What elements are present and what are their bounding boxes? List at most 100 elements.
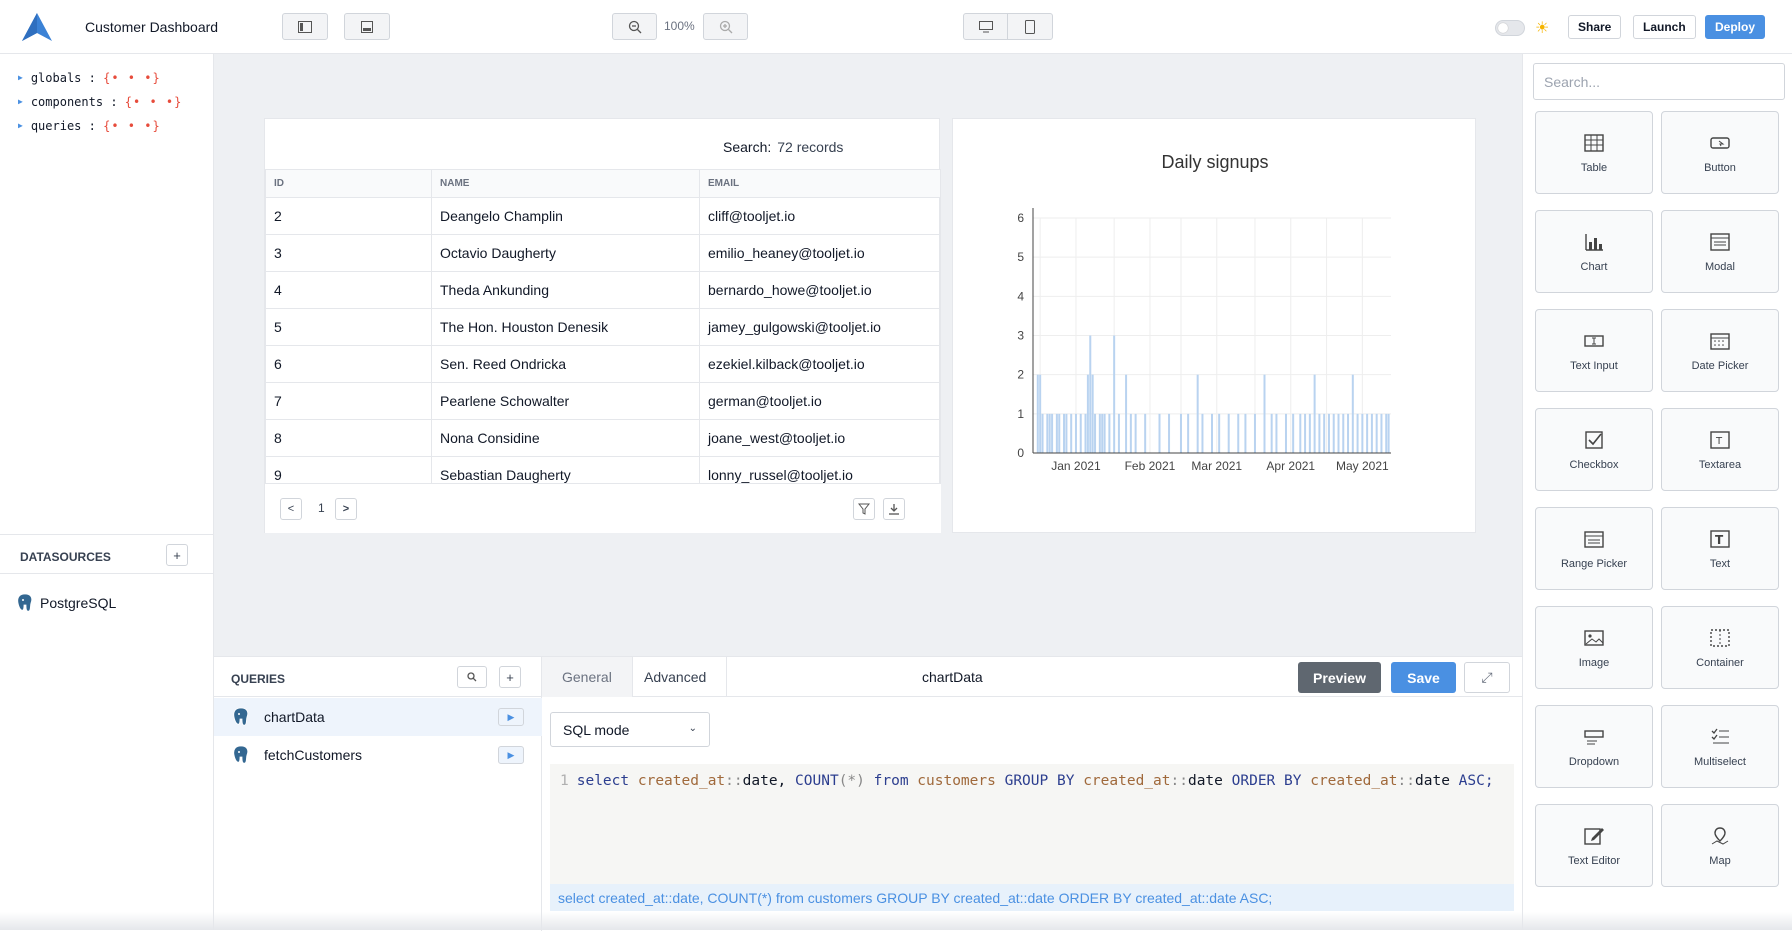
query-item-chartdata[interactable]: chartData ▶	[214, 698, 542, 736]
preview-button[interactable]: Preview	[1298, 662, 1381, 693]
sql-mode-select[interactable]: SQL mode ⌄	[550, 712, 710, 747]
query-name-field[interactable]: chartData	[922, 669, 983, 685]
email-cell[interactable]: bernardo_howe@tooljet.io	[699, 271, 941, 309]
email-cell[interactable]: cliff@tooljet.io	[699, 197, 941, 235]
chart-bars	[1036, 335, 1390, 453]
name-cell[interactable]: Theda Ankunding	[431, 271, 700, 309]
sql-code-editor[interactable]: 1 select created_at::date, COUNT(*) from …	[550, 764, 1514, 884]
column-header-email[interactable]: EMAIL	[699, 169, 941, 198]
table-row[interactable]: 2 Deangelo Champlin cliff@tooljet.io	[265, 197, 941, 235]
run-query-button[interactable]: ▶	[498, 746, 524, 764]
widget-label: Textarea	[1698, 458, 1742, 471]
toggle-left-sidebar-button[interactable]	[282, 13, 328, 40]
table-row[interactable]: 4 Theda Ankunding bernardo_howe@tooljet.io	[265, 271, 941, 309]
name-cell[interactable]: The Hon. Houston Denesik	[431, 308, 700, 346]
datasource-item-postgresql[interactable]: PostgreSQL	[14, 592, 116, 614]
widget-image[interactable]: Image	[1535, 606, 1653, 689]
widget-button[interactable]: Button	[1661, 111, 1779, 194]
inspector-item-components[interactable]: ▶ components : {• • •}	[18, 95, 182, 109]
table-widget[interactable]: Search: 72 records ID NAME EMAIL 2 Deangel…	[264, 118, 941, 533]
email-cell[interactable]: joane_west@tooljet.io	[699, 419, 941, 457]
email-cell[interactable]: jamey_gulgowski@tooljet.io	[699, 308, 941, 346]
mobile-view-button[interactable]	[1007, 13, 1053, 40]
id-cell[interactable]: 8	[265, 419, 432, 457]
widget-text[interactable]: T Text	[1661, 507, 1779, 590]
next-page-button[interactable]: >	[335, 498, 357, 520]
id-cell[interactable]: 2	[265, 197, 432, 235]
widget-multiselect[interactable]: Multiselect	[1661, 705, 1779, 788]
app-logo-icon[interactable]	[22, 13, 52, 41]
app-title[interactable]: Customer Dashboard	[85, 19, 219, 35]
email-cell[interactable]: ezekiel.kilback@tooljet.io	[699, 345, 941, 383]
widget-date-picker[interactable]: Date Picker	[1661, 309, 1779, 392]
page-number: 1	[318, 501, 325, 515]
chart-bar	[1070, 413, 1073, 453]
widget-range-picker[interactable]: Range Picker	[1535, 507, 1653, 590]
name-cell[interactable]: Deangelo Champlin	[431, 197, 700, 235]
add-query-button[interactable]: +	[499, 666, 521, 688]
widget-modal[interactable]: Modal	[1661, 210, 1779, 293]
column-header-name[interactable]: NAME	[431, 169, 700, 198]
widget-text-editor[interactable]: Text Editor	[1535, 804, 1653, 887]
chart-bar	[1227, 413, 1230, 453]
chart-bar	[1168, 413, 1171, 453]
widget-map[interactable]: Map	[1661, 804, 1779, 887]
sql-token: COUNT	[795, 773, 839, 789]
widget-search-input[interactable]	[1533, 63, 1785, 100]
expand-button[interactable]: ⤢	[1464, 662, 1510, 693]
tab-general[interactable]: General	[542, 657, 633, 697]
deploy-button[interactable]: Deploy	[1705, 15, 1766, 39]
search-queries-button[interactable]	[457, 666, 487, 688]
chart-widget[interactable]: Daily signups 0 1 2 3 4 5 6 Jan 2021 Feb 2021 Mar…	[952, 118, 1476, 533]
query-item-fetchcustomers[interactable]: fetchCustomers ▶	[214, 736, 542, 774]
y-tick-label: 3	[1017, 329, 1024, 343]
zoom-out-button[interactable]	[612, 13, 657, 40]
svg-text:T: T	[1715, 533, 1724, 547]
table-row[interactable]: 5 The Hon. Houston Denesik jamey_gulgowski…	[265, 308, 941, 346]
inspector-item-queries[interactable]: ▶ queries : {• • •}	[18, 119, 161, 133]
desktop-view-button[interactable]	[963, 13, 1008, 40]
id-cell[interactable]: 5	[265, 308, 432, 346]
widget-container[interactable]: Container	[1661, 606, 1779, 689]
dark-mode-toggle[interactable]	[1495, 20, 1525, 36]
column-header-id[interactable]: ID	[265, 169, 432, 198]
inspector-item-globals[interactable]: ▶ globals : {• • •}	[18, 71, 161, 85]
widget-chart[interactable]: Chart	[1535, 210, 1653, 293]
name-cell[interactable]: Pearlene Schowalter	[431, 382, 700, 420]
id-cell[interactable]: 3	[265, 234, 432, 272]
name-cell[interactable]: Nona Considine	[431, 419, 700, 457]
email-cell[interactable]: german@tooljet.io	[699, 382, 941, 420]
prev-page-button[interactable]: <	[280, 498, 302, 520]
code-line: 1 select created_at::date, COUNT(*) from …	[560, 773, 1494, 789]
table-search[interactable]: Search: 72 records	[723, 139, 843, 155]
run-query-button[interactable]: ▶	[498, 708, 524, 726]
y-tick-label: 5	[1017, 250, 1024, 264]
launch-button[interactable]: Launch	[1633, 15, 1696, 39]
id-cell[interactable]: 4	[265, 271, 432, 309]
filter-button[interactable]	[853, 498, 875, 520]
widget-text-input[interactable]: Text Input	[1535, 309, 1653, 392]
name-cell[interactable]: Sen. Reed Ondricka	[431, 345, 700, 383]
table-row[interactable]: 6 Sen. Reed Ondricka ezekiel.kilback@toolj…	[265, 345, 941, 383]
download-button[interactable]	[883, 498, 905, 520]
tab-advanced[interactable]: Advanced	[624, 657, 728, 697]
table-row[interactable]: 7 Pearlene Schowalter german@tooljet.io	[265, 382, 941, 420]
save-button[interactable]: Save	[1391, 662, 1456, 693]
table-row[interactable]: 8 Nona Considine joane_west@tooljet.io	[265, 419, 941, 457]
chart-bar	[1144, 413, 1147, 453]
id-cell[interactable]: 6	[265, 345, 432, 383]
add-datasource-button[interactable]: +	[166, 544, 188, 566]
widget-checkbox[interactable]: Checkbox	[1535, 408, 1653, 491]
email-cell[interactable]: emilio_heaney@tooljet.io	[699, 234, 941, 272]
chart-bar	[1292, 413, 1295, 453]
toggle-bottom-panel-button[interactable]	[344, 13, 390, 40]
widget-dropdown[interactable]: Dropdown	[1535, 705, 1653, 788]
id-cell[interactable]: 7	[265, 382, 432, 420]
widget-textarea[interactable]: T Textarea	[1661, 408, 1779, 491]
table-row[interactable]: 3 Octavio Daugherty emilio_heaney@tooljet.…	[265, 234, 941, 272]
share-button[interactable]: Share	[1568, 15, 1622, 39]
name-cell[interactable]: Octavio Daugherty	[431, 234, 700, 272]
widget-table[interactable]: Table	[1535, 111, 1653, 194]
zoom-in-button[interactable]	[703, 13, 748, 40]
chart-bar	[1332, 413, 1335, 453]
